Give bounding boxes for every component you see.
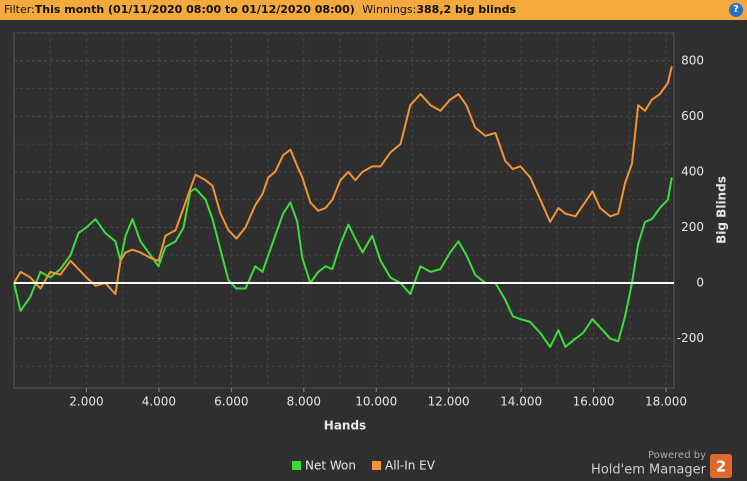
filter-value: This month (01/11/2020 08:00 to 01/12/20… <box>34 3 355 16</box>
legend-swatch <box>292 461 301 470</box>
winnings-label: Winnings: <box>362 3 417 16</box>
y-axis-title: Big Blinds <box>715 176 729 244</box>
x-tick-label: 10.000 <box>355 395 397 409</box>
product-name: Hold'em Manager <box>591 463 707 478</box>
winnings-value: 388,2 big blinds <box>416 3 516 16</box>
plot-area <box>13 32 675 389</box>
series-line <box>13 177 673 348</box>
x-tick-label: 4.000 <box>142 395 176 409</box>
x-tick-label: 12.000 <box>428 395 470 409</box>
help-button[interactable]: ? <box>729 3 743 17</box>
legend-label: Net Won <box>305 459 356 473</box>
series-line <box>13 66 673 296</box>
powered-by: Powered by <box>648 450 706 461</box>
logo <box>710 454 732 478</box>
logo-text: 2 <box>716 458 726 476</box>
x-tick-label: 8.000 <box>287 395 321 409</box>
filter-bar: Filter:This month (01/11/2020 08:00 to 0… <box>0 0 747 20</box>
x-tick-label: 16.000 <box>573 395 615 409</box>
y-tick-label: 800 <box>681 53 704 67</box>
x-tick-label: 6.000 <box>214 395 248 409</box>
filter-label: Filter: <box>4 3 35 16</box>
y-tick-label: 0 <box>696 276 704 290</box>
legend-swatch <box>372 461 381 470</box>
x-axis-title: Hands <box>324 419 366 433</box>
x-tick-label: 14.000 <box>500 395 542 409</box>
y-tick-label: -200 <box>677 331 704 345</box>
x-tick-label: 18.000 <box>645 395 687 409</box>
y-tick-label: 600 <box>681 109 704 123</box>
y-tick-label: 200 <box>681 220 704 234</box>
chart: Hands Big Blinds Powered by Hold'em Mana… <box>13 32 732 478</box>
y-tick-label: 400 <box>681 164 704 178</box>
x-tick-label: 2.000 <box>69 395 103 409</box>
legend-label: All-In EV <box>385 459 436 473</box>
